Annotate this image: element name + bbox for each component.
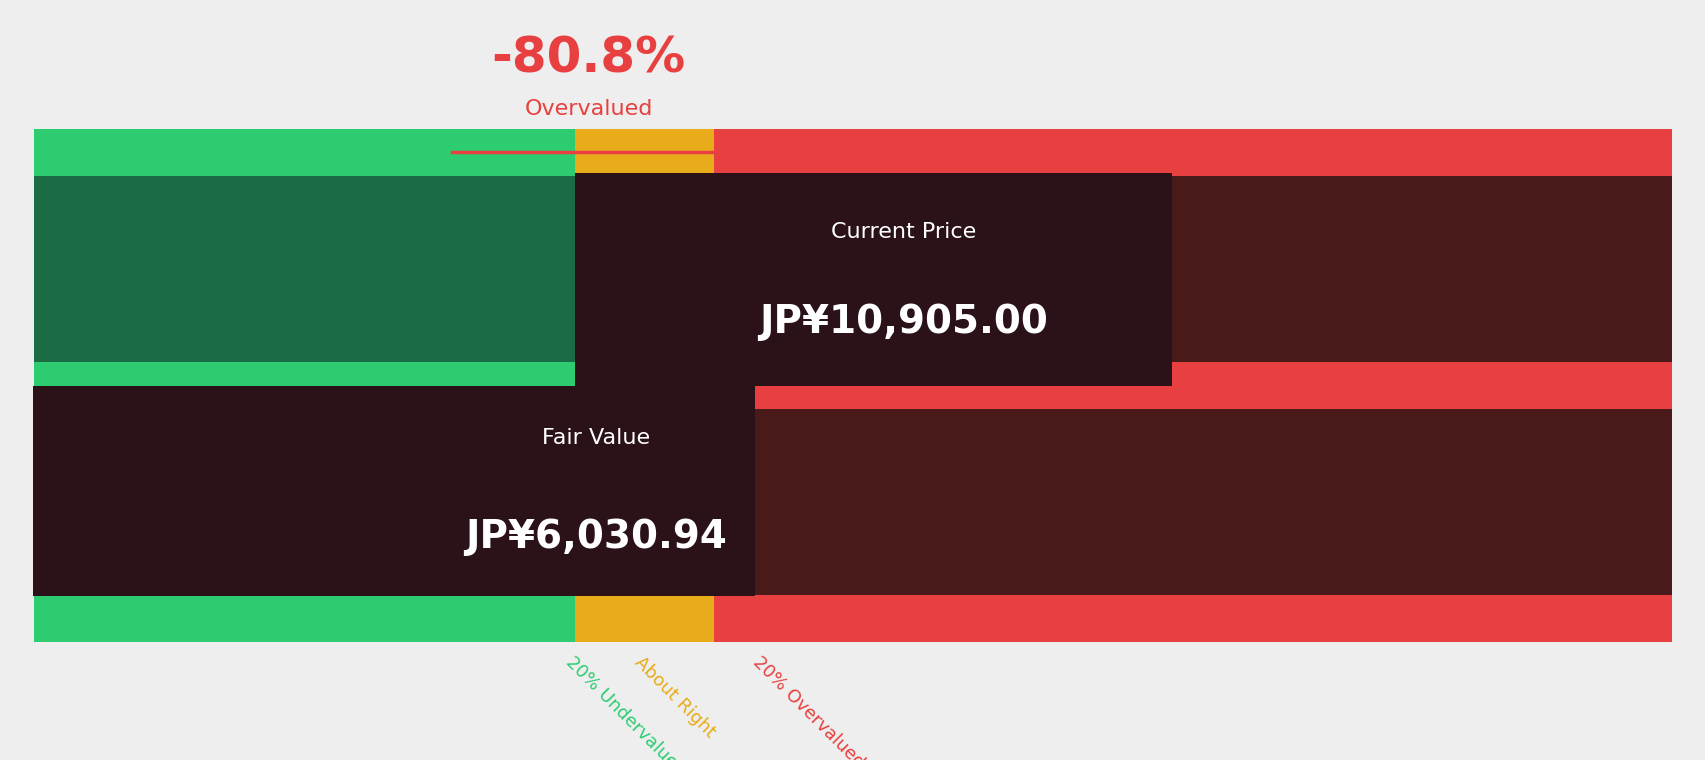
Bar xyxy=(34,410,575,595)
Text: JP¥10,905.00: JP¥10,905.00 xyxy=(759,302,1047,340)
Bar xyxy=(575,173,1171,386)
Bar xyxy=(575,176,713,362)
Bar xyxy=(575,129,713,176)
Bar xyxy=(34,362,575,410)
Bar xyxy=(713,176,1671,362)
Text: Current Price: Current Price xyxy=(830,223,975,242)
Bar xyxy=(575,362,713,410)
Text: 20% Undervalued: 20% Undervalued xyxy=(561,654,689,760)
Text: 20% Overvalued: 20% Overvalued xyxy=(748,654,868,760)
Bar xyxy=(713,129,1671,176)
Bar xyxy=(713,410,1671,595)
Bar xyxy=(713,362,1671,410)
Text: JP¥6,030.94: JP¥6,030.94 xyxy=(465,518,726,556)
Bar xyxy=(713,595,1671,642)
Bar xyxy=(34,129,575,176)
Text: -80.8%: -80.8% xyxy=(491,34,685,82)
Text: Fair Value: Fair Value xyxy=(542,429,650,448)
Text: About Right: About Right xyxy=(631,654,720,742)
Text: Overvalued: Overvalued xyxy=(523,99,653,119)
Bar xyxy=(32,386,754,596)
Bar xyxy=(34,595,575,642)
Bar xyxy=(34,176,575,362)
Bar xyxy=(575,410,713,595)
Bar xyxy=(575,595,713,642)
